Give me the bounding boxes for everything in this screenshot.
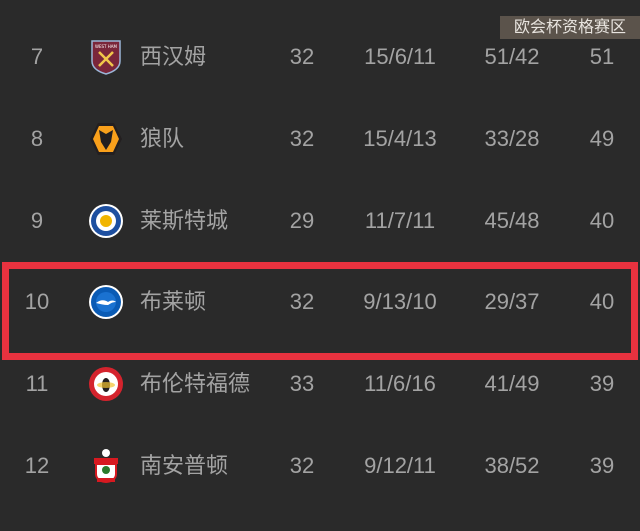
brighton-crest-icon [88,284,124,320]
win-draw-loss: 11/6/16 [364,371,436,396]
table-row[interactable]: 9 莱斯特城 29 11/7/11 45/48 40 [0,201,640,241]
points: 51 [589,44,615,69]
leicester-crest-icon [88,203,124,239]
matches-played: 32 [289,126,315,151]
team-name: 布伦特福德 [140,371,251,396]
win-draw-loss: 9/12/11 [364,453,436,478]
points: 49 [589,126,615,151]
points: 39 [589,453,615,478]
goals-for-against: 51/42 [484,44,540,69]
team-name: 布莱顿 [140,289,207,314]
points: 39 [589,371,615,396]
west-ham-crest-icon: WEST HAM [88,39,124,75]
goals-for-against: 29/37 [484,289,540,314]
win-draw-loss: 15/6/11 [364,44,436,69]
points: 40 [589,289,615,314]
rank: 10 [24,289,50,314]
goals-for-against: 38/52 [484,453,540,478]
rank: 8 [30,126,44,151]
goals-for-against: 41/49 [484,371,540,396]
wolves-crest-icon [88,121,124,157]
table-row[interactable]: 7 WEST HAM 西汉姆 32 15/6/11 51/42 51 [0,37,640,77]
win-draw-loss: 15/4/13 [363,126,437,151]
win-draw-loss: 11/7/11 [364,208,436,233]
rank: 9 [30,208,44,233]
team-name: 南安普顿 [140,453,229,478]
rank: 11 [25,371,49,396]
svg-text:WEST HAM: WEST HAM [95,44,117,49]
rank: 7 [30,44,44,69]
table-row[interactable]: 11 布伦特福德 33 11/6/16 41/49 39 [0,364,640,404]
matches-played: 32 [289,453,315,478]
europa-conference-zone-badge: 欧会杯资格赛区 [500,16,640,39]
matches-played: 32 [289,44,315,69]
southampton-crest-icon [88,448,124,484]
win-draw-loss: 9/13/10 [363,289,437,314]
points: 40 [589,208,615,233]
matches-played: 33 [289,371,315,396]
goals-for-against: 45/48 [484,208,540,233]
matches-played: 29 [289,208,315,233]
team-name: 狼队 [140,126,185,151]
goals-for-against: 33/28 [484,126,540,151]
team-name: 西汉姆 [140,44,207,69]
brentford-crest-icon [88,366,124,402]
rank: 12 [24,453,50,478]
table-row[interactable]: 8 狼队 32 15/4/13 33/28 49 [0,119,640,159]
table-row[interactable]: 10 布莱顿 32 9/13/10 29/37 40 [0,282,640,322]
team-name: 莱斯特城 [140,208,229,233]
table-row[interactable]: 12 南安普顿 32 9/12/11 38/52 39 [0,446,640,486]
matches-played: 32 [289,289,315,314]
highlight-box [2,262,638,360]
